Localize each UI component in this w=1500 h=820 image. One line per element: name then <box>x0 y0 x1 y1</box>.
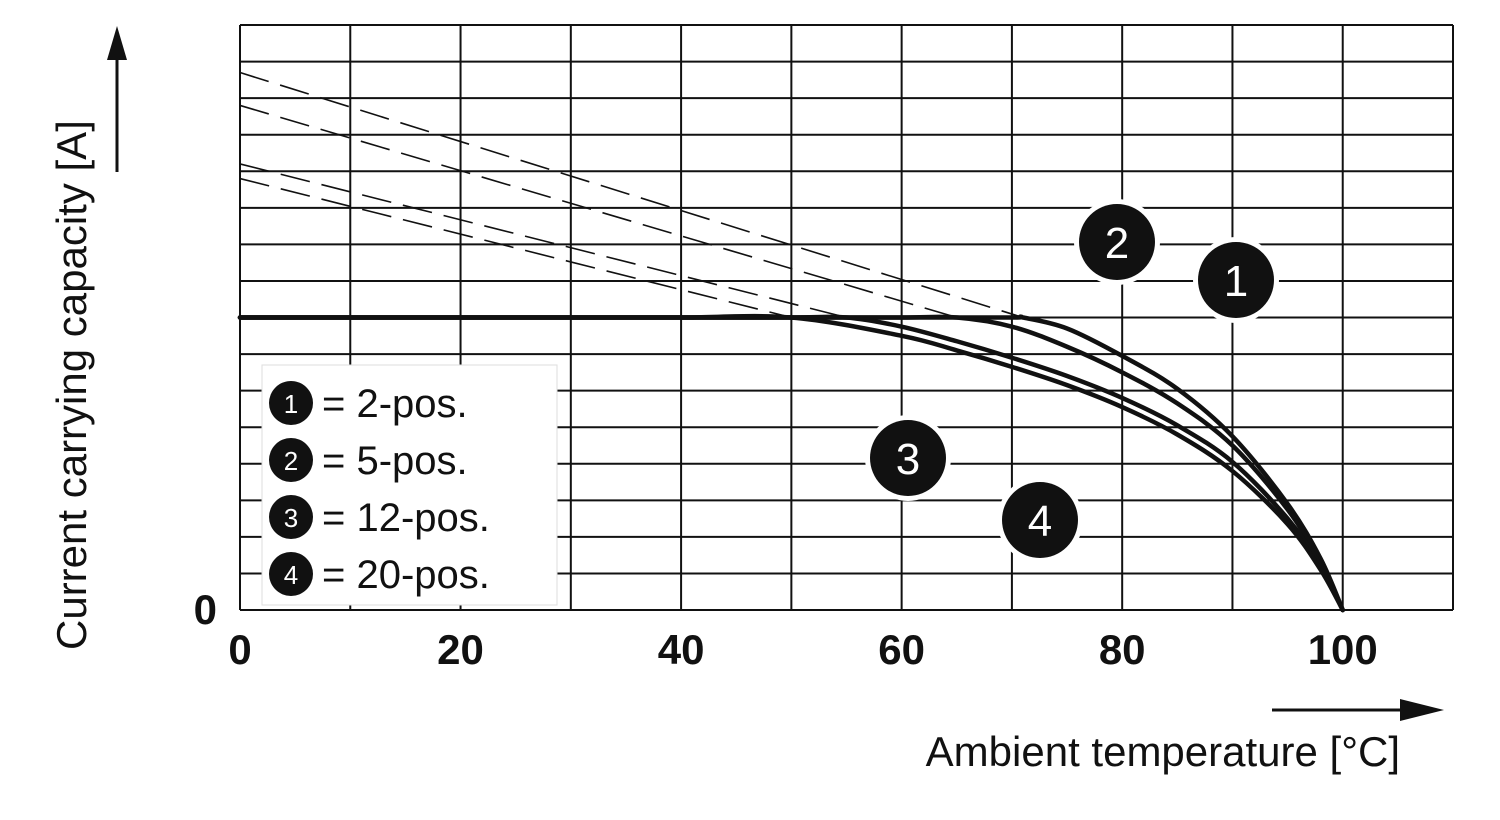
series-4-line <box>237 313 1345 613</box>
series-1-dashed-extension <box>239 71 1024 319</box>
legend-badge-label: 4 <box>284 560 298 590</box>
legend-badge-label: 3 <box>284 503 298 533</box>
series-3-dashed-extension <box>239 163 847 319</box>
axis-ticks: 0 20 40 60 80 100 0 <box>194 586 1378 673</box>
x-tick-label: 20 <box>437 626 484 673</box>
y-tick-label: 0 <box>194 586 217 633</box>
legend-entry-3: = 12-pos. <box>322 496 490 540</box>
x-tick-label: 60 <box>878 626 925 673</box>
x-tick-label: 80 <box>1099 626 1146 673</box>
legend-badge-4 <box>269 552 313 596</box>
series-4-dashed-extension <box>239 177 792 319</box>
x-tick-label: 40 <box>658 626 705 673</box>
legend-badge-2 <box>269 438 313 482</box>
series-callouts: 1 2 3 4 <box>865 199 1279 563</box>
callout-badge-3 <box>870 420 946 496</box>
series-lines <box>237 313 1345 613</box>
callout-badge-label: 1 <box>1224 257 1248 306</box>
legend-entry-1: = 2-pos. <box>322 382 468 426</box>
y-axis-arrow-head <box>107 26 127 60</box>
callout-badge-4 <box>1002 482 1078 558</box>
legend-entry-2: = 5-pos. <box>322 439 468 483</box>
x-axis-title-group: Ambient temperature [°C] <box>926 699 1444 775</box>
y-axis-title: Current carrying capacity [A] <box>48 120 95 650</box>
x-tick-label: 100 <box>1308 626 1378 673</box>
legend-badge-3 <box>269 495 313 539</box>
callout-badge-1 <box>1198 242 1274 318</box>
callout-badge-2 <box>1079 204 1155 280</box>
dashed-extensions <box>239 71 1024 319</box>
x-axis-title: Ambient temperature [°C] <box>926 728 1400 775</box>
legend: 1 = 2-pos. 2 = 5-pos. 3 = 12-pos. 4 = 20-pos. <box>261 364 558 606</box>
callout-badge-label: 2 <box>1105 219 1129 268</box>
legend-badge-label: 1 <box>284 389 298 419</box>
x-tick-label: 0 <box>228 626 251 673</box>
legend-badge-1 <box>269 381 313 425</box>
series-2-dashed-extension <box>239 104 957 319</box>
legend-entry-4: = 20-pos. <box>322 553 490 597</box>
callout-badge-label: 3 <box>896 435 920 484</box>
callout-badge-label: 4 <box>1028 497 1052 546</box>
legend-badge-label: 2 <box>284 446 298 476</box>
y-axis-title-group: Current carrying capacity [A] <box>48 26 127 650</box>
x-axis-arrow-head <box>1400 699 1444 721</box>
